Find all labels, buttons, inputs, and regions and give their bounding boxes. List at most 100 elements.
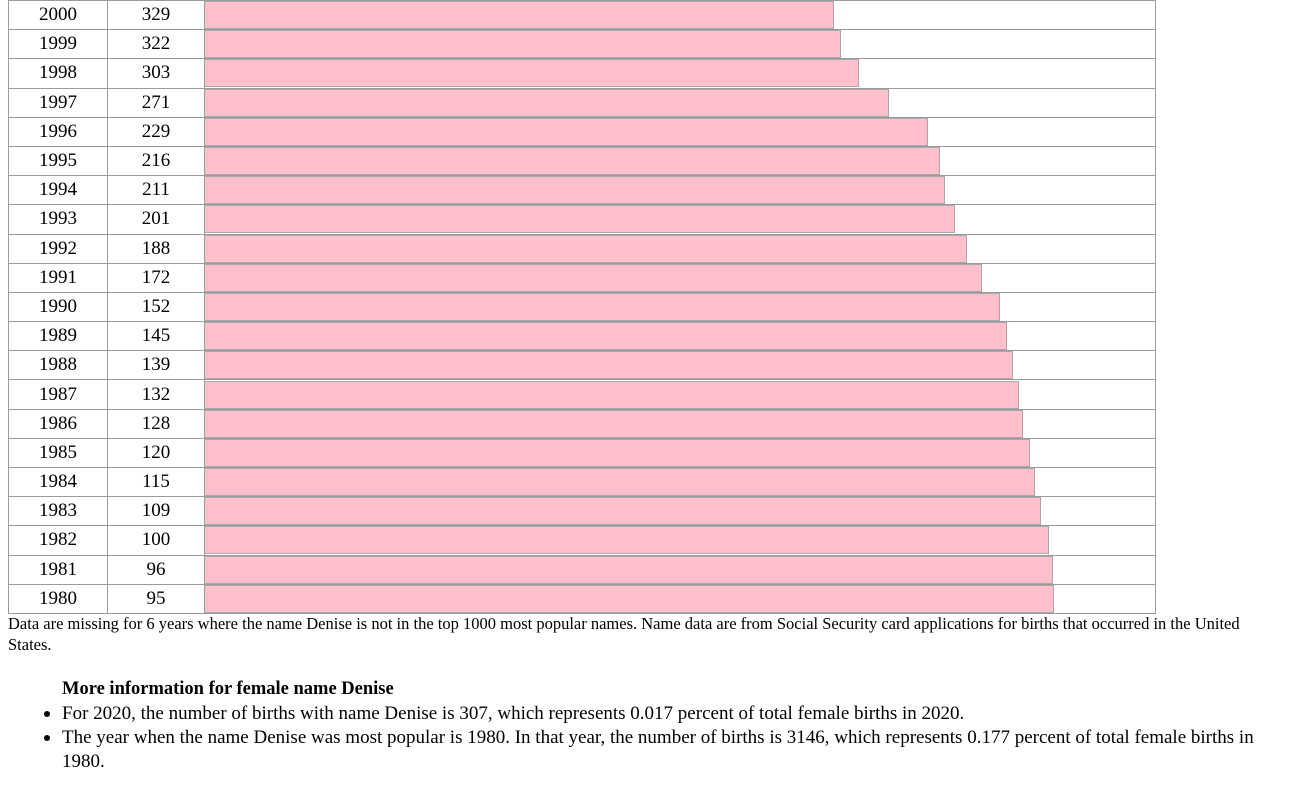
year-cell: 1990	[8, 291, 108, 323]
bar-cell	[204, 496, 1156, 527]
bar-cell	[204, 58, 1156, 89]
more-info-list: For 2020, the number of births with name…	[44, 702, 1282, 774]
bar-cell	[204, 554, 1156, 585]
bar-cell	[204, 145, 1156, 177]
more-info-heading: More information for female name Denise	[62, 679, 394, 699]
year-cell: 1996	[8, 116, 108, 147]
year-cell: 1980	[8, 583, 108, 614]
rank-cell: 152	[107, 291, 205, 323]
rank-cell: 322	[107, 29, 205, 60]
rank-bar	[205, 380, 1020, 409]
rank-cell: 132	[107, 379, 205, 410]
year-cell: 1986	[8, 408, 108, 439]
rank-bar	[205, 555, 1053, 584]
rank-cell: 139	[107, 350, 205, 381]
table-row: 1995 216	[8, 145, 1156, 177]
year-cell: 1983	[8, 496, 108, 527]
rank-bar	[205, 351, 1013, 380]
bar-cell	[204, 321, 1156, 352]
table-row: 1981 96	[8, 554, 1156, 585]
rank-bar	[205, 59, 859, 88]
table-row: 1996 229	[8, 116, 1156, 147]
rank-bar	[205, 438, 1031, 467]
rank-cell: 329	[107, 0, 205, 31]
year-cell: 1982	[8, 525, 108, 556]
bar-cell	[204, 204, 1156, 235]
rank-bar	[205, 468, 1036, 497]
rank-bar	[205, 1, 835, 30]
bar-cell	[204, 466, 1156, 498]
year-cell: 1998	[8, 58, 108, 89]
bar-cell	[204, 233, 1156, 264]
year-cell: 1984	[8, 466, 108, 498]
bar-cell	[204, 29, 1156, 60]
bar-cell	[204, 350, 1156, 381]
bar-cell	[204, 291, 1156, 323]
year-cell: 2000	[8, 0, 108, 31]
rank-cell: 271	[107, 87, 205, 118]
year-cell: 1997	[8, 87, 108, 118]
table-row: 1983 109	[8, 496, 1156, 527]
rank-bar	[205, 176, 946, 205]
rank-cell: 109	[107, 496, 205, 527]
bar-cell	[204, 175, 1156, 206]
rank-bar	[205, 30, 841, 59]
rank-bar	[205, 147, 941, 176]
table-row: 1984 115	[8, 466, 1156, 498]
year-cell: 1999	[8, 29, 108, 60]
bar-cell	[204, 262, 1156, 293]
table-row: 1980 95	[8, 583, 1156, 614]
bar-cell	[204, 116, 1156, 147]
table-row: 2000 329	[8, 0, 1156, 31]
rank-bar	[205, 409, 1023, 438]
table-row: 1985 120	[8, 437, 1156, 469]
bar-cell	[204, 408, 1156, 439]
list-item: The year when the name Denise was most p…	[44, 726, 1282, 774]
rank-bar	[205, 234, 967, 263]
year-cell: 1993	[8, 204, 108, 235]
list-item: For 2020, the number of births with name…	[44, 702, 1282, 726]
table-row: 1991 172	[8, 262, 1156, 293]
rank-cell: 95	[107, 583, 205, 614]
year-cell: 1987	[8, 379, 108, 410]
table-row: 1989 145	[8, 321, 1156, 352]
table-row: 1992 188	[8, 233, 1156, 264]
rank-cell: 96	[107, 554, 205, 585]
table-row: 1999 322	[8, 29, 1156, 60]
table-row: 1993 201	[8, 204, 1156, 235]
bar-cell	[204, 379, 1156, 410]
table-row: 1982 100	[8, 525, 1156, 556]
year-cell: 1988	[8, 350, 108, 381]
rank-cell: 216	[107, 145, 205, 177]
rank-table-body: 2000 329 1999 322 1998 303 1997 271 1996 229 1995 2…	[8, 0, 1156, 614]
rank-cell: 229	[107, 116, 205, 147]
year-cell: 1995	[8, 145, 108, 177]
rank-cell: 100	[107, 525, 205, 556]
table-row: 1987 132	[8, 379, 1156, 410]
table-row: 1986 128	[8, 408, 1156, 439]
rank-cell: 120	[107, 437, 205, 469]
rank-bar	[205, 322, 1007, 351]
rank-bar	[205, 497, 1041, 526]
rank-bar	[205, 584, 1054, 613]
rank-cell: 201	[107, 204, 205, 235]
year-cell: 1981	[8, 554, 108, 585]
rank-bar	[205, 526, 1050, 555]
rank-cell: 128	[107, 408, 205, 439]
year-cell: 1992	[8, 233, 108, 264]
rank-cell: 115	[107, 466, 205, 498]
bar-cell	[204, 437, 1156, 469]
rank-bar	[205, 205, 955, 234]
rank-bar	[205, 292, 1001, 321]
year-cell: 1989	[8, 321, 108, 352]
bar-cell	[204, 87, 1156, 118]
table-row: 1997 271	[8, 87, 1156, 118]
table-row: 1988 139	[8, 350, 1156, 381]
rank-table: 2000 329 1999 322 1998 303 1997 271 1996 229 1995 2…	[8, 0, 1156, 614]
rank-bar	[205, 88, 889, 117]
rank-cell: 188	[107, 233, 205, 264]
table-row: 1994 211	[8, 175, 1156, 206]
year-cell: 1991	[8, 262, 108, 293]
table-row: 1998 303	[8, 58, 1156, 89]
rank-cell: 303	[107, 58, 205, 89]
